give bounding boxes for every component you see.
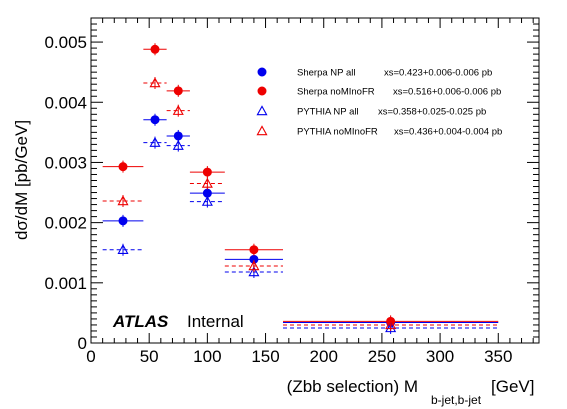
y-tick-label: 0.003 <box>44 153 87 172</box>
x-tick-label: 100 <box>193 347 221 366</box>
data-point <box>248 266 260 277</box>
data-series <box>102 43 499 334</box>
legend: Sherpa NP all xs=0.423+0.006-0.006 pb Sher… <box>256 67 502 138</box>
x-tick-label: 150 <box>251 347 279 366</box>
data-point <box>118 162 128 172</box>
data-point <box>118 216 128 226</box>
legend-marker <box>257 67 267 77</box>
x-axis-title-main: (Zbb selection) M <box>287 377 418 396</box>
axis-ticks <box>90 17 539 344</box>
legend-entry-xs: xs=0.358+0.025-0.025 pb <box>378 107 486 118</box>
data-point <box>150 115 160 125</box>
y-tick-label: 0.004 <box>44 93 87 112</box>
legend-marker <box>257 86 267 96</box>
data-point <box>249 245 259 255</box>
data-point <box>150 44 160 54</box>
x-tick-label: 250 <box>368 347 396 366</box>
legend-entry-name: PYTHIA noMInoFR <box>297 127 378 138</box>
atlas-label: ATLAS <box>112 312 169 331</box>
data-point <box>149 136 161 147</box>
y-tick-label: 0 <box>78 334 87 353</box>
x-tick-label: 350 <box>484 347 512 366</box>
series-2 <box>102 136 499 334</box>
y-tick-label: 0.001 <box>44 274 87 293</box>
data-point <box>201 195 213 206</box>
data-point <box>202 167 212 177</box>
x-axis-title: (Zbb selection) M b-jet,b-jet [GeV] <box>287 377 535 407</box>
x-tick-label: 300 <box>426 347 454 366</box>
legend-entry-name: Sherpa noMInoFR <box>297 87 375 98</box>
data-point <box>117 243 129 254</box>
data-point <box>149 77 161 88</box>
legend-marker <box>256 105 268 116</box>
legend-entry-xs: xs=0.516+0.006-0.006 pb <box>393 87 501 98</box>
data-point <box>385 322 397 333</box>
y-axis-title: dσ/dM [pb/GeV] <box>12 120 31 240</box>
legend-entry-xs: xs=0.423+0.006-0.006 pb <box>384 68 492 79</box>
x-tick-label: 0 <box>86 347 95 366</box>
data-point <box>201 177 213 188</box>
series-3 <box>102 77 499 331</box>
data-point <box>172 104 184 115</box>
data-point <box>173 86 183 96</box>
data-point <box>173 131 183 141</box>
x-tick-label: 200 <box>310 347 338 366</box>
data-point <box>248 260 260 271</box>
data-point <box>172 139 184 150</box>
y-tick-label: 0.005 <box>44 33 87 52</box>
legend-marker <box>256 125 268 136</box>
data-point <box>385 319 397 330</box>
data-point <box>117 195 129 206</box>
legend-entry-name: PYTHIA NP all <box>297 107 359 118</box>
series-0 <box>102 113 499 329</box>
x-axis-title-subscript: b-jet,b-jet <box>431 393 482 407</box>
y-tick-label: 0.002 <box>44 214 87 233</box>
legend-entry-name: Sherpa NP all <box>297 68 355 79</box>
atlas-internal-label: Internal <box>187 312 244 331</box>
x-axis-title-unit: [GeV] <box>491 377 534 396</box>
axis-tick-labels: 0 50 100 150 200 250 300 350 0 0.001 0.002 0.003 0.0… <box>44 33 512 366</box>
x-tick-label: 50 <box>140 347 159 366</box>
legend-entry-xs: xs=0.436+0.004-0.004 pb <box>394 127 502 138</box>
